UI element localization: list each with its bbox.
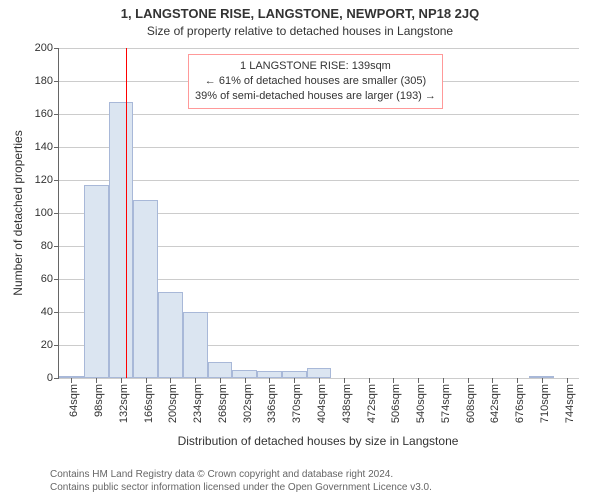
x-tick-mark	[195, 378, 196, 383]
x-tick-mark	[344, 378, 345, 383]
y-tick-label: 160	[35, 108, 59, 120]
histogram-bar	[232, 370, 257, 378]
histogram-bar	[183, 312, 208, 378]
histogram-bar	[208, 362, 233, 379]
histogram-bar	[158, 292, 183, 378]
x-tick-mark	[443, 378, 444, 383]
x-tick-label: 574sqm	[440, 384, 452, 423]
x-tick-mark	[393, 378, 394, 383]
x-tick-mark	[468, 378, 469, 383]
x-tick-mark	[245, 378, 246, 383]
footer-line-2: Contains public sector information licen…	[50, 481, 432, 494]
y-tick-label: 60	[41, 273, 59, 285]
x-tick-mark	[121, 378, 122, 383]
histogram-bar	[307, 368, 332, 378]
x-tick-label: 370sqm	[291, 384, 303, 423]
x-tick-label: 132sqm	[118, 384, 130, 423]
y-tick-label: 120	[35, 174, 59, 186]
y-tick-label: 180	[35, 75, 59, 87]
footer-text: Contains HM Land Registry data © Crown c…	[50, 468, 432, 494]
x-tick-label: 200sqm	[167, 384, 179, 423]
annotation-line: 1 LANGSTONE RISE: 139sqm	[195, 59, 436, 74]
x-tick-mark	[269, 378, 270, 383]
x-tick-mark	[418, 378, 419, 383]
x-tick-label: 268sqm	[217, 384, 229, 423]
x-tick-label: 710sqm	[539, 384, 551, 423]
x-tick-mark	[542, 378, 543, 383]
histogram-bar	[257, 371, 282, 378]
y-tick-label: 80	[41, 240, 59, 252]
x-tick-label: 336sqm	[266, 384, 278, 423]
gridline	[59, 114, 579, 115]
chart-title: 1, LANGSTONE RISE, LANGSTONE, NEWPORT, N…	[0, 6, 600, 21]
x-tick-label: 472sqm	[366, 384, 378, 423]
y-tick-label: 40	[41, 306, 59, 318]
x-tick-label: 642sqm	[489, 384, 501, 423]
reference-line	[126, 48, 127, 378]
x-tick-label: 506sqm	[390, 384, 402, 423]
x-tick-mark	[146, 378, 147, 383]
histogram-bar	[529, 376, 554, 378]
y-tick-label: 0	[47, 372, 59, 384]
gridline	[59, 180, 579, 181]
x-tick-label: 540sqm	[415, 384, 427, 423]
x-tick-mark	[567, 378, 568, 383]
x-tick-label: 744sqm	[564, 384, 576, 423]
x-tick-label: 98sqm	[93, 384, 105, 417]
y-tick-label: 140	[35, 141, 59, 153]
x-tick-mark	[492, 378, 493, 383]
x-tick-label: 302sqm	[242, 384, 254, 423]
y-axis-title: Number of detached properties	[11, 130, 25, 295]
x-tick-label: 166sqm	[143, 384, 155, 423]
x-tick-mark	[319, 378, 320, 383]
x-tick-label: 438sqm	[341, 384, 353, 423]
x-tick-mark	[96, 378, 97, 383]
y-tick-label: 200	[35, 42, 59, 54]
x-tick-mark	[71, 378, 72, 383]
footer-line-1: Contains HM Land Registry data © Crown c…	[50, 468, 432, 481]
x-tick-mark	[294, 378, 295, 383]
x-tick-mark	[170, 378, 171, 383]
x-tick-label: 404sqm	[316, 384, 328, 423]
histogram-bar	[59, 376, 84, 378]
chart-subtitle: Size of property relative to detached ho…	[0, 24, 600, 38]
histogram-bar	[84, 185, 109, 378]
x-axis-title: Distribution of detached houses by size …	[178, 434, 459, 448]
x-tick-label: 234sqm	[192, 384, 204, 423]
annotation-line: ← 61% of detached houses are smaller (30…	[195, 74, 436, 89]
histogram-bar	[282, 371, 307, 378]
x-tick-label: 676sqm	[514, 384, 526, 423]
y-tick-label: 20	[41, 339, 59, 351]
x-tick-mark	[517, 378, 518, 383]
histogram-bar	[133, 200, 158, 378]
x-tick-label: 608sqm	[465, 384, 477, 423]
histogram-bar	[109, 102, 134, 378]
gridline	[59, 48, 579, 49]
annotation-line: 39% of semi-detached houses are larger (…	[195, 89, 436, 104]
gridline	[59, 147, 579, 148]
x-tick-label: 64sqm	[68, 384, 80, 417]
y-tick-label: 100	[35, 207, 59, 219]
x-tick-mark	[369, 378, 370, 383]
x-tick-mark	[220, 378, 221, 383]
annotation-box: 1 LANGSTONE RISE: 139sqm← 61% of detache…	[188, 54, 443, 109]
chart-container: 1, LANGSTONE RISE, LANGSTONE, NEWPORT, N…	[0, 0, 600, 500]
